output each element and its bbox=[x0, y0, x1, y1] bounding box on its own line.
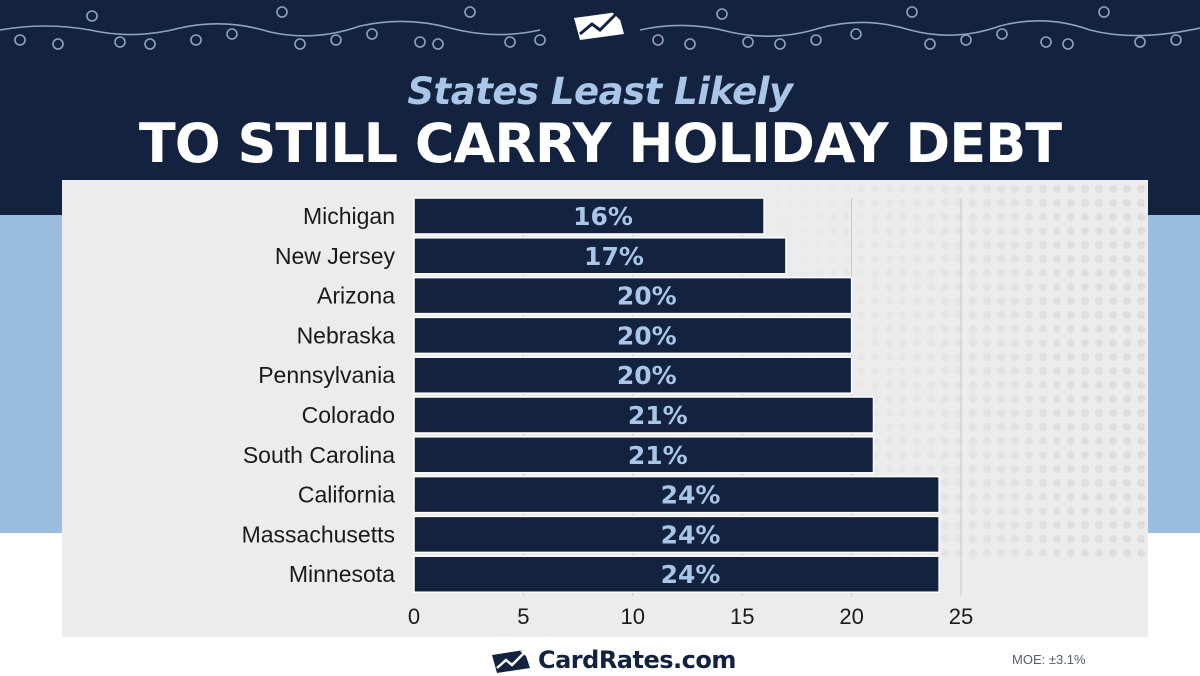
bar-data-label: 17% bbox=[584, 242, 644, 271]
string-lights-decoration bbox=[0, 6, 1200, 50]
bar bbox=[413, 555, 940, 593]
bar bbox=[413, 356, 853, 394]
y-category-label: Minnesota bbox=[289, 561, 395, 587]
bar bbox=[413, 276, 853, 315]
y-category-label: South Carolina bbox=[243, 442, 395, 468]
brand-name: CardRates.com bbox=[538, 646, 736, 674]
bar bbox=[413, 316, 853, 355]
bar-data-label: 21% bbox=[628, 441, 688, 470]
bar-data-label: 24% bbox=[661, 481, 721, 510]
bar bbox=[413, 396, 875, 434]
bar bbox=[413, 237, 787, 275]
x-tick-label: 10 bbox=[621, 604, 645, 629]
x-tick-label: 25 bbox=[949, 604, 973, 629]
bar-data-label: 24% bbox=[661, 560, 721, 589]
x-tick-label: 20 bbox=[839, 604, 863, 629]
x-tick-label: 5 bbox=[517, 604, 529, 629]
y-category-label: New Jersey bbox=[275, 243, 396, 269]
chart-subtitle: States Least Likely bbox=[407, 70, 793, 113]
bar bbox=[413, 515, 940, 554]
y-category-label: Michigan bbox=[303, 203, 395, 229]
x-tick-label: 15 bbox=[730, 604, 754, 629]
y-category-label: California bbox=[298, 482, 395, 508]
chart-title: TO STILL CARRY HOLIDAY DEBT bbox=[138, 112, 1062, 175]
y-category-label: Arizona bbox=[317, 283, 395, 309]
bar-data-label: 16% bbox=[573, 202, 633, 231]
bar-data-label: 20% bbox=[617, 361, 677, 390]
bar-data-label: 20% bbox=[617, 282, 677, 311]
cardrates-logo-icon bbox=[492, 649, 530, 673]
y-category-label: Colorado bbox=[302, 402, 395, 428]
bar bbox=[413, 197, 765, 235]
y-category-label: Massachusetts bbox=[242, 521, 395, 547]
x-tick-label: 0 bbox=[408, 604, 420, 629]
y-category-label: Nebraska bbox=[297, 322, 396, 348]
bar-data-label: 24% bbox=[661, 520, 721, 549]
margin-of-error: MOE: ±3.1% bbox=[1012, 652, 1086, 667]
bar-data-label: 20% bbox=[617, 321, 677, 350]
bar bbox=[413, 475, 940, 514]
bar-data-label: 21% bbox=[628, 401, 688, 430]
cardrates-logo-icon bbox=[574, 10, 624, 40]
y-category-label: Pennsylvania bbox=[258, 362, 395, 388]
bar bbox=[413, 436, 875, 474]
footer-brand: CardRates.com bbox=[490, 644, 736, 676]
